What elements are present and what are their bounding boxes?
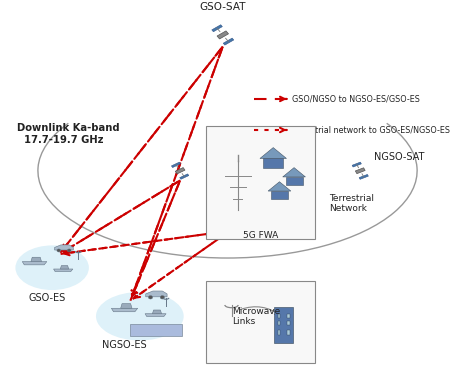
Polygon shape xyxy=(268,182,291,191)
Text: NGSO-SAT: NGSO-SAT xyxy=(374,152,425,162)
Bar xyxy=(278,321,280,325)
Polygon shape xyxy=(260,147,286,158)
Polygon shape xyxy=(352,162,361,167)
Polygon shape xyxy=(356,168,365,174)
Polygon shape xyxy=(111,308,137,312)
Polygon shape xyxy=(223,38,234,45)
FancyBboxPatch shape xyxy=(206,281,315,363)
Polygon shape xyxy=(120,303,132,308)
Text: Downlink Ka-band
  17.7-19.7 GHz: Downlink Ka-band 17.7-19.7 GHz xyxy=(17,123,119,145)
Text: Terrestrial network to GSO-ES/NGSO-ES: Terrestrial network to GSO-ES/NGSO-ES xyxy=(292,125,450,135)
Polygon shape xyxy=(146,291,167,297)
Polygon shape xyxy=(283,168,305,177)
Polygon shape xyxy=(31,257,42,262)
Text: 5G FWA: 5G FWA xyxy=(243,231,278,240)
Bar xyxy=(278,330,280,334)
Polygon shape xyxy=(172,162,181,168)
Polygon shape xyxy=(55,245,73,250)
Text: NGSO-ES: NGSO-ES xyxy=(102,340,146,350)
Bar xyxy=(263,158,283,168)
Bar xyxy=(287,314,290,318)
Ellipse shape xyxy=(15,246,89,290)
Polygon shape xyxy=(175,168,185,174)
Text: Microwave
Links: Microwave Links xyxy=(232,307,281,326)
Circle shape xyxy=(148,296,153,299)
Circle shape xyxy=(67,249,71,252)
Polygon shape xyxy=(130,324,182,336)
Text: GSO-ES: GSO-ES xyxy=(28,293,66,303)
Polygon shape xyxy=(212,25,222,32)
Bar xyxy=(287,330,290,334)
Bar xyxy=(287,321,290,325)
FancyBboxPatch shape xyxy=(206,126,315,239)
Polygon shape xyxy=(359,175,368,179)
Polygon shape xyxy=(180,174,189,179)
Text: GSO-SAT: GSO-SAT xyxy=(200,2,246,12)
Polygon shape xyxy=(60,265,69,269)
Polygon shape xyxy=(145,314,166,317)
Ellipse shape xyxy=(96,292,183,341)
Bar xyxy=(285,177,302,185)
Bar xyxy=(274,307,293,343)
Polygon shape xyxy=(153,310,162,314)
Bar xyxy=(278,314,280,318)
Bar xyxy=(271,191,288,199)
Circle shape xyxy=(160,296,164,299)
Circle shape xyxy=(57,249,61,252)
Text: Terrestrial
Network: Terrestrial Network xyxy=(329,194,374,213)
Polygon shape xyxy=(217,31,228,39)
Text: GSO/NGSO to NGSO-ES/GSO-ES: GSO/NGSO to NGSO-ES/GSO-ES xyxy=(292,94,419,104)
Polygon shape xyxy=(22,262,47,265)
Polygon shape xyxy=(54,269,73,272)
